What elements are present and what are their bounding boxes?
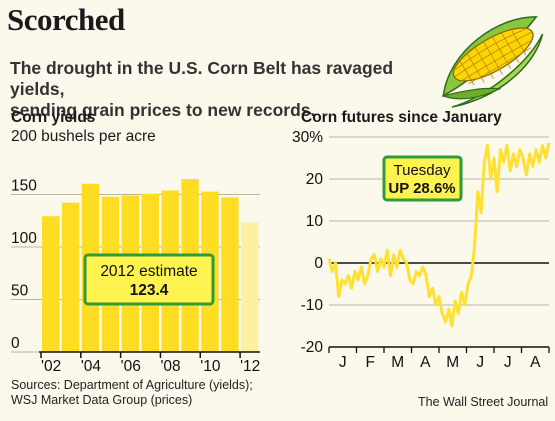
yield-bar-chart: 0 50 100 150 '02 '04 '06 '08 '10 '12 2012 estima…	[11, 178, 260, 375]
yield-x-tick-label: '02	[41, 358, 61, 375]
yield-callout-label: 2012 estimate	[100, 263, 197, 280]
publisher-credit: The Wall Street Journal	[418, 395, 549, 409]
futures-y-tick-label: -10	[301, 297, 324, 314]
futures-y-tick-label: 30%	[292, 129, 323, 146]
yield-y-tick-label: 100	[11, 230, 37, 247]
futures-month-label: M	[446, 354, 459, 371]
yield-x-tick-label: '08	[160, 358, 180, 375]
yield-y-tick-label: 0	[11, 335, 20, 352]
futures-callout-value: UP 28.6%	[388, 180, 455, 197]
subtitle-line-2: sending grain prices to new records.	[10, 100, 316, 120]
futures-y-tick-label: 10	[306, 213, 324, 230]
page-subtitle: The drought in the U.S. Corn Belt has ra…	[10, 58, 430, 121]
futures-month-label: J	[504, 354, 512, 371]
futures-month-label: F	[366, 354, 375, 371]
source-line-2: WSJ Market Data Group (prices)	[11, 393, 193, 407]
page-title: Scorched	[7, 2, 125, 37]
futures-month-label: J	[339, 354, 347, 371]
subtitle-line-1: The drought in the U.S. Corn Belt has ra…	[10, 58, 394, 99]
yield-chart-title: Corn yields	[11, 109, 96, 126]
futures-y-tick-label: -20	[301, 339, 324, 356]
yield-callout-value: 123.4	[130, 282, 169, 299]
futures-month-label: A	[420, 354, 431, 371]
futures-month-label: A	[530, 354, 541, 371]
futures-y-tick-label: 0	[314, 255, 323, 272]
yield-bar-2011	[221, 197, 239, 352]
yield-y-tick-label: 150	[11, 178, 37, 195]
futures-chart-title: Corn futures since January	[301, 109, 502, 126]
futures-tuesday-callout: Tuesday UP 28.6%	[382, 155, 463, 202]
yield-estimate-callout: 2012 estimate 123.4	[83, 253, 215, 306]
futures-callout-label: Tuesday	[394, 162, 451, 179]
yield-x-tick-label: '04	[81, 358, 102, 375]
source-line-1: Sources: Department of Agriculture (yiel…	[11, 378, 253, 392]
corn-cob-icon	[441, 16, 544, 108]
futures-series-line	[327, 142, 551, 328]
yield-bar-2012	[241, 222, 259, 352]
yield-x-tick-label: '10	[200, 358, 221, 375]
yield-bar-2002	[42, 216, 60, 352]
yield-x-tick-label: '06	[121, 358, 141, 375]
yield-x-tick-label: '12	[240, 358, 260, 375]
futures-month-label: J	[476, 354, 484, 371]
source-note: Sources: Department of Agriculture (yiel…	[11, 378, 253, 408]
yield-bar-2003	[61, 202, 80, 352]
yield-chart-unit: 200 bushels per acre	[11, 128, 156, 145]
yield-y-tick-label: 50	[11, 283, 29, 300]
futures-month-label: M	[391, 354, 404, 371]
futures-y-tick-label: 20	[306, 171, 324, 188]
